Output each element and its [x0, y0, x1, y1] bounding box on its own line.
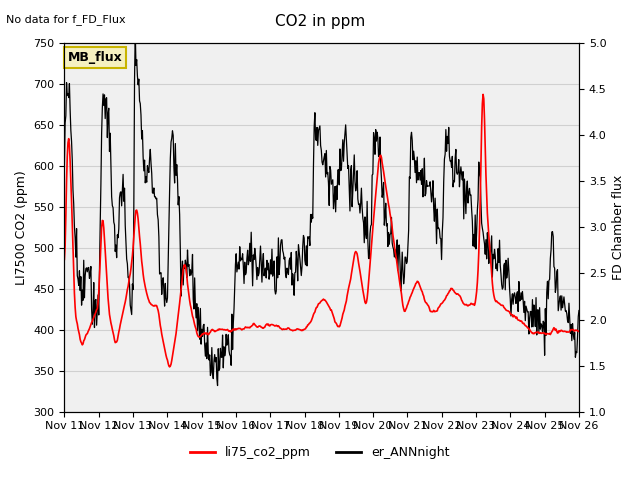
Y-axis label: LI7500 CO2 (ppm): LI7500 CO2 (ppm): [15, 170, 28, 285]
Text: MB_flux: MB_flux: [68, 51, 123, 64]
Y-axis label: FD Chamber flux: FD Chamber flux: [612, 175, 625, 280]
Legend: li75_co2_ppm, er_ANNnight: li75_co2_ppm, er_ANNnight: [186, 441, 454, 464]
Text: CO2 in ppm: CO2 in ppm: [275, 14, 365, 29]
Text: No data for f_FD_Flux: No data for f_FD_Flux: [6, 14, 126, 25]
